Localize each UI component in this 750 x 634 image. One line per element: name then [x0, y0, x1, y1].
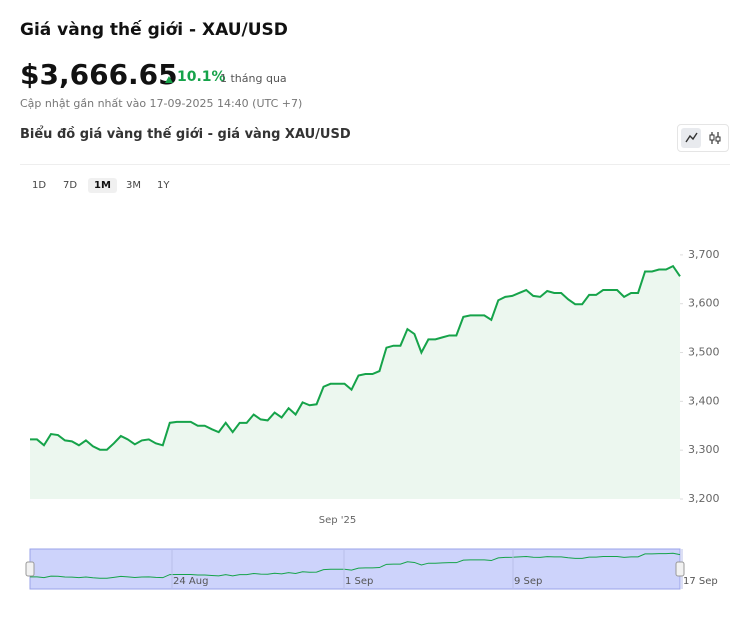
- navigator-label: 24 Aug: [173, 576, 208, 587]
- navigator-label: 1 Sep: [345, 576, 373, 587]
- range-button[interactable]: 1D: [32, 180, 47, 191]
- y-tick-label: 3,400: [688, 394, 720, 407]
- chart-type-toggle[interactable]: [677, 124, 729, 152]
- chart-heading: Biểu đồ giá vàng thế giới - giá vàng XAU…: [20, 127, 351, 142]
- range-button[interactable]: 3M: [126, 180, 141, 191]
- divider: [20, 164, 730, 165]
- y-tick-label: 3,700: [688, 248, 720, 261]
- chart: 3,200 3,300 3,400 3,500 3,600 3,700 Sep '25 24 …: [25, 248, 720, 590]
- toggle-icons: [681, 128, 721, 148]
- range-button[interactable]: 1Y: [157, 180, 170, 191]
- y-tick-label: 3,600: [688, 297, 720, 310]
- y-tick-label: 3,200: [688, 492, 720, 505]
- area-fill: [30, 266, 680, 499]
- x-tick-label: Sep '25: [319, 515, 357, 526]
- navigator-line: [30, 552, 681, 579]
- range-button[interactable]: 1M: [88, 178, 117, 193]
- price: $3,666.65: [20, 58, 178, 91]
- up-icon: [165, 76, 173, 83]
- navigator-handle[interactable]: [25, 561, 35, 577]
- updated: Cập nhật gần nhất vào 17-09-2025 14:40 (…: [20, 97, 303, 110]
- period: 1 tháng qua: [220, 72, 287, 85]
- title: Giá vàng thế giới - XAU/USD: [20, 20, 288, 40]
- range-button[interactable]: 7D: [63, 180, 78, 191]
- y-tick-label: 3,300: [688, 443, 720, 456]
- navigator-handle[interactable]: [675, 561, 685, 577]
- price-line: [30, 264, 681, 451]
- change: 10.1%: [177, 69, 226, 85]
- navigator-label: 17 Sep: [683, 576, 718, 587]
- y-tick-label: 3,500: [688, 346, 720, 359]
- navigator-label: 9 Sep: [514, 576, 542, 587]
